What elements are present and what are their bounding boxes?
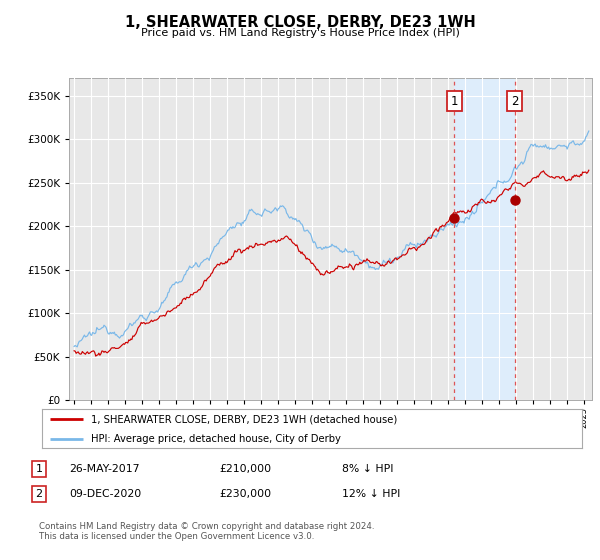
Text: £230,000: £230,000	[219, 489, 271, 499]
Text: 26-MAY-2017: 26-MAY-2017	[69, 464, 139, 474]
Text: Contains HM Land Registry data © Crown copyright and database right 2024.
This d: Contains HM Land Registry data © Crown c…	[39, 522, 374, 542]
Bar	[454, 78, 515, 400]
Text: 1: 1	[35, 464, 43, 474]
Text: 12% ↓ HPI: 12% ↓ HPI	[342, 489, 400, 499]
Text: Price paid vs. HM Land Registry's House Price Index (HPI): Price paid vs. HM Land Registry's House …	[140, 28, 460, 38]
Text: 1: 1	[451, 95, 458, 108]
Text: HPI: Average price, detached house, City of Derby: HPI: Average price, detached house, City…	[91, 433, 340, 444]
Text: 8% ↓ HPI: 8% ↓ HPI	[342, 464, 394, 474]
Text: 09-DEC-2020: 09-DEC-2020	[69, 489, 141, 499]
Text: 2: 2	[511, 95, 518, 108]
Text: £210,000: £210,000	[219, 464, 271, 474]
Text: 2: 2	[35, 489, 43, 499]
Text: 1, SHEARWATER CLOSE, DERBY, DE23 1WH: 1, SHEARWATER CLOSE, DERBY, DE23 1WH	[125, 15, 475, 30]
Text: 1, SHEARWATER CLOSE, DERBY, DE23 1WH (detached house): 1, SHEARWATER CLOSE, DERBY, DE23 1WH (de…	[91, 414, 397, 424]
